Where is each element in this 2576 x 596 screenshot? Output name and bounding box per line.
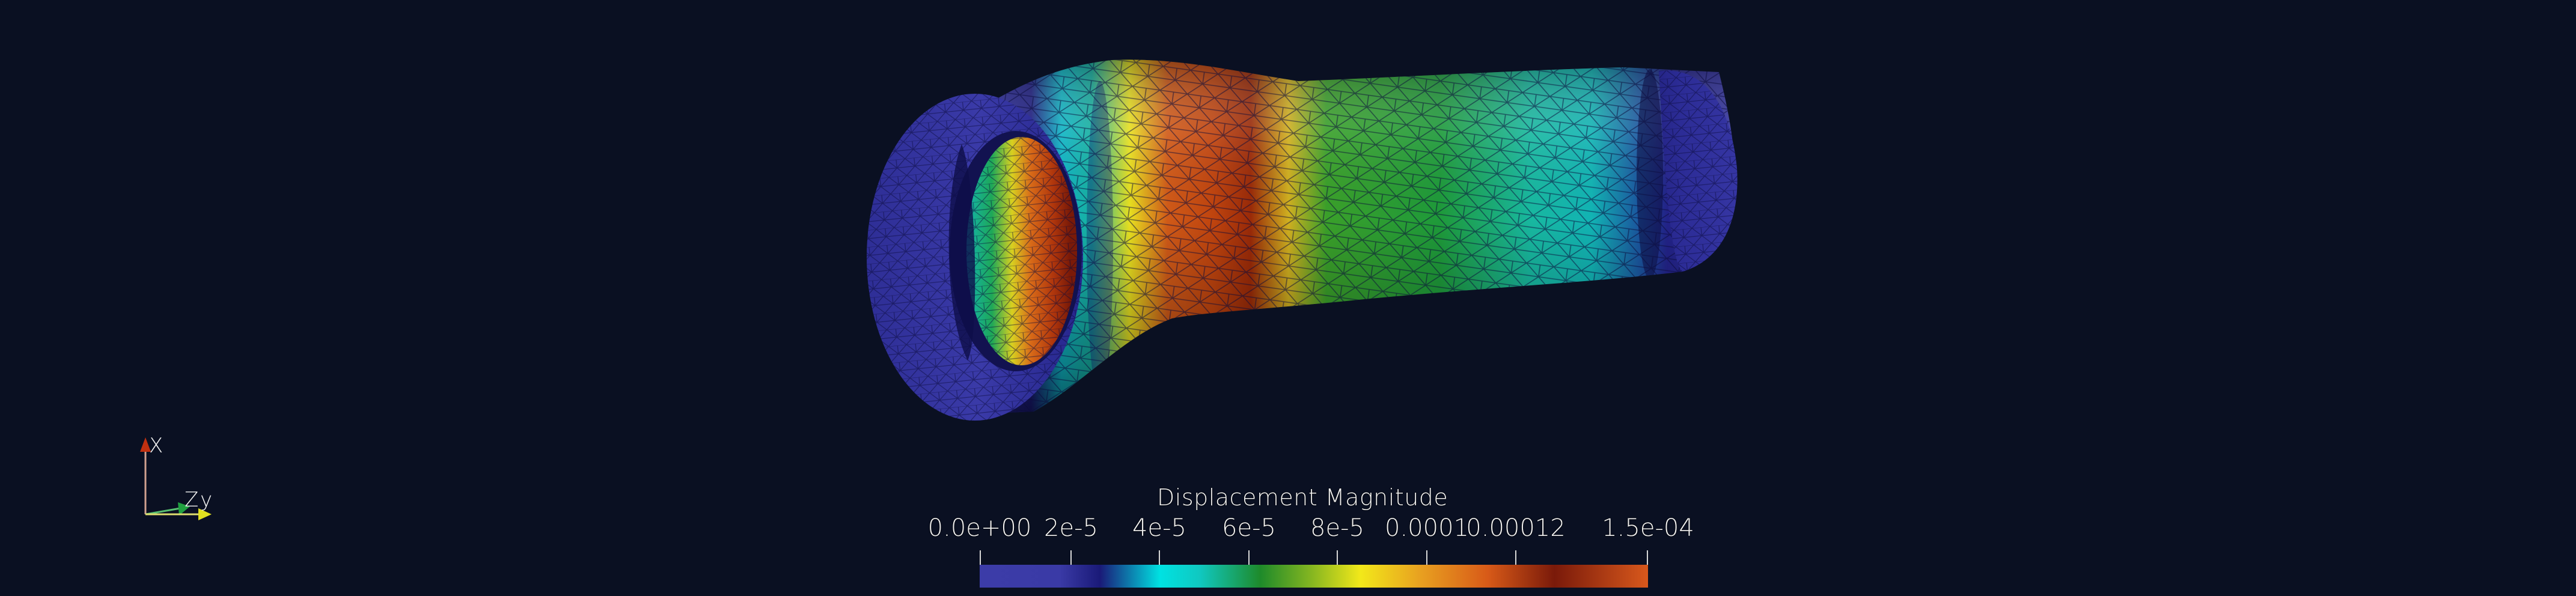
tick-mark — [1337, 550, 1338, 565]
tick-label: 1.5e-04 — [1602, 514, 1694, 542]
x-axis-label: X — [149, 434, 163, 458]
tick-label: 0.0e+00 — [927, 514, 1032, 542]
tick-mark — [1159, 550, 1160, 565]
x-axis-arrow-icon — [140, 437, 151, 452]
tick-mark — [1426, 550, 1427, 565]
tick-mark — [1070, 550, 1072, 565]
tick-mark — [1515, 550, 1516, 565]
y-axis-arrow-icon — [198, 508, 212, 520]
tube-right-cap — [1659, 70, 1738, 272]
tick-label: 0.00012 — [1466, 514, 1566, 542]
tick-label: 4e-5 — [1132, 514, 1186, 542]
tick-mark — [1647, 550, 1648, 565]
tube-left-flange — [867, 94, 1083, 421]
z-axis-line — [145, 507, 181, 515]
z-axis-arrow-icon — [178, 502, 190, 515]
tick-label: 6e-5 — [1222, 514, 1276, 542]
tube-body — [986, 59, 1735, 414]
tick-mark — [1248, 550, 1250, 565]
tick-mark — [980, 550, 981, 565]
tick-label: 8e-5 — [1310, 514, 1364, 542]
colorbar-gradient — [980, 565, 1648, 588]
y-axis-label: y — [200, 488, 213, 512]
tick-label: 2e-5 — [1044, 514, 1098, 542]
axes-triad — [140, 437, 212, 520]
tick-label: 0.0001 — [1385, 514, 1469, 542]
z-axis-label: Z — [185, 488, 199, 512]
colorbar-title: Displacement Magnitude — [1157, 484, 1448, 511]
